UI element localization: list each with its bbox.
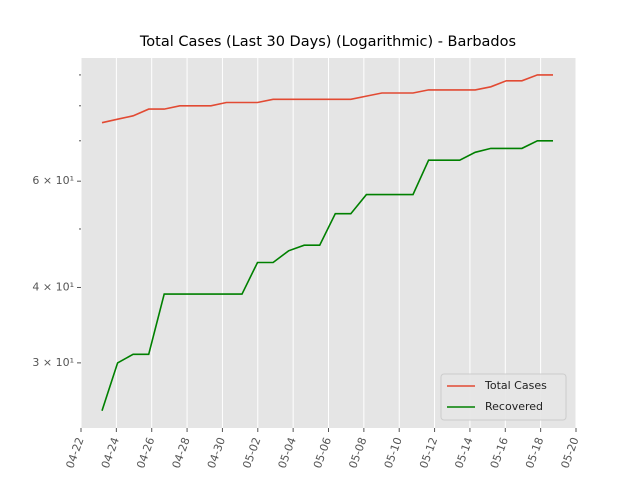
x-tick-label: 05-12: [417, 436, 440, 470]
legend-label: Recovered: [485, 400, 543, 413]
x-tick-label: 05-08: [346, 436, 369, 470]
y-tick-label: 6 × 10¹: [32, 174, 74, 187]
series-line: [101, 74, 553, 124]
y-tick-label: 3 × 10¹: [32, 356, 74, 369]
chart-title: Total Cases (Last 30 Days) (Logarithmic)…: [139, 34, 516, 50]
x-tick-label: 04-28: [170, 436, 193, 470]
x-tick-label: 05-04: [276, 436, 299, 470]
x-tick-label: 04-22: [63, 436, 86, 470]
x-tick-label: 05-20: [558, 436, 581, 470]
legend-label: Total Cases: [484, 379, 547, 392]
x-tick-label: 05-14: [452, 436, 475, 470]
x-tick-label: 05-16: [488, 436, 511, 470]
x-tick-label: 05-06: [311, 436, 334, 470]
x-tick-label: 04-26: [134, 436, 157, 470]
x-tick-label: 04-30: [205, 436, 228, 470]
x-tick-label: 04-24: [99, 436, 122, 470]
x-tick-label: 05-02: [240, 436, 263, 470]
series-line: [101, 140, 553, 411]
y-tick-label: 4 × 10¹: [32, 280, 74, 293]
x-tick-label: 05-18: [523, 436, 546, 470]
x-tick-label: 05-10: [382, 436, 405, 470]
